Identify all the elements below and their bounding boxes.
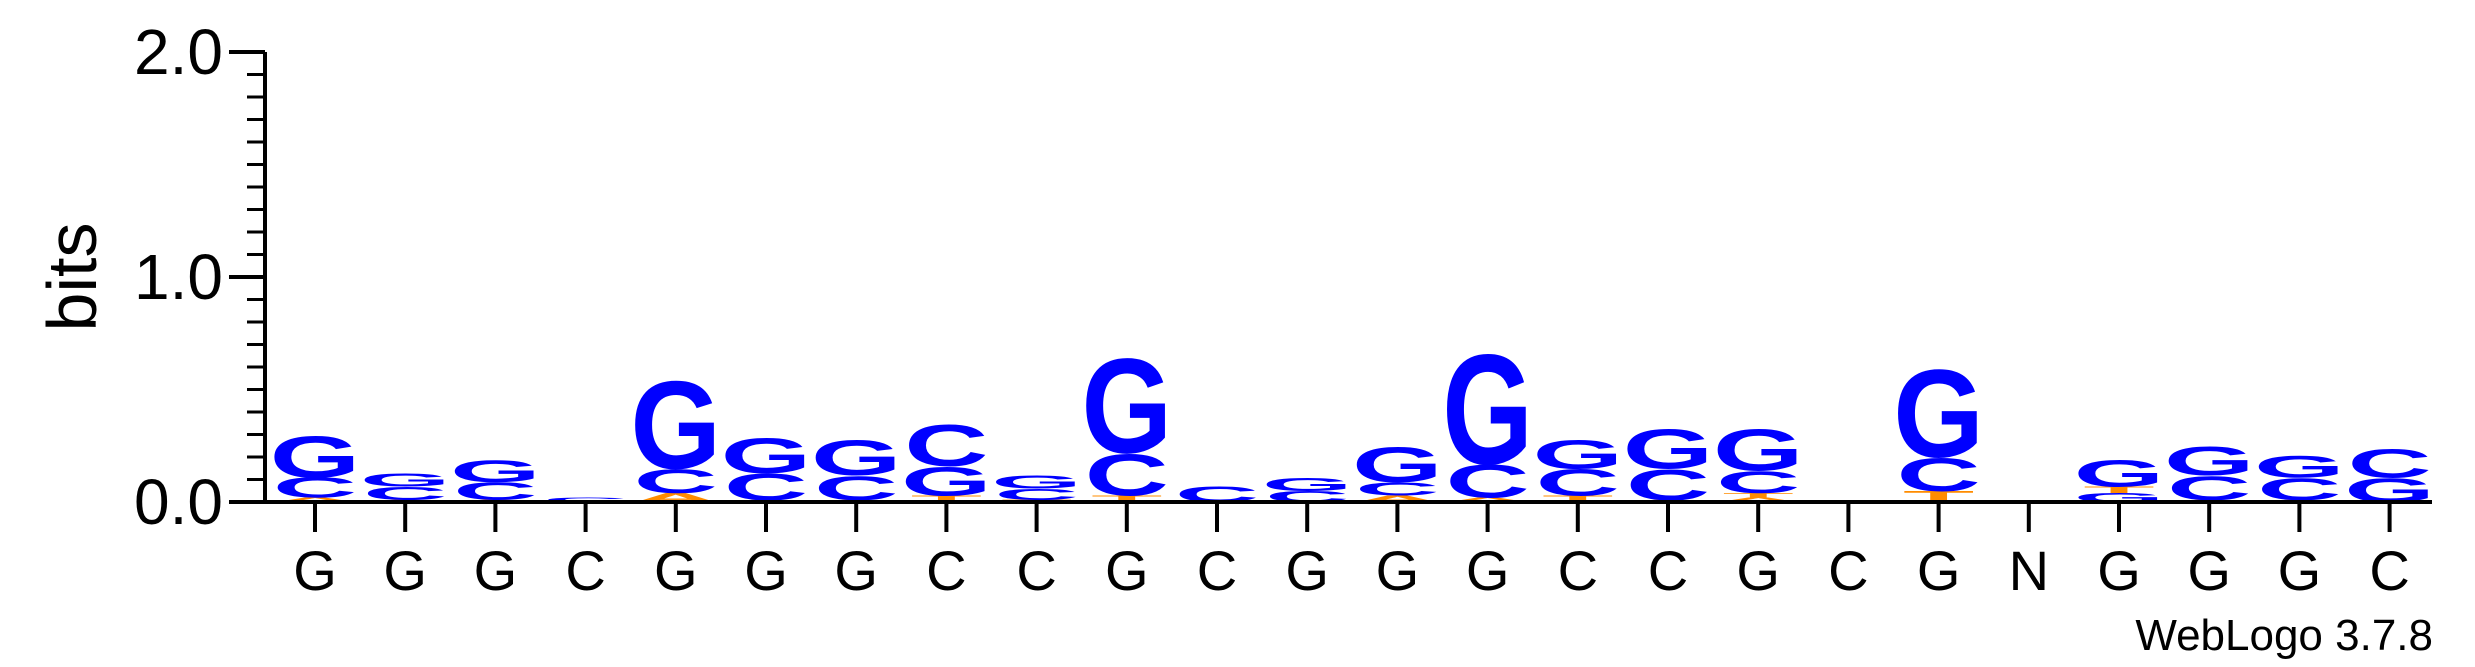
logo-letter-c: C bbox=[904, 412, 988, 479]
logo-letter-t: T bbox=[911, 493, 982, 504]
y-ticks: 0.0 1.0 2.0 bbox=[134, 16, 265, 538]
logo-letter-c: C bbox=[1716, 465, 1800, 500]
logo-letter-g: G bbox=[1352, 437, 1443, 493]
logo-letter-c: C bbox=[1355, 478, 1439, 499]
logo-letter-g: G bbox=[1442, 323, 1533, 498]
x-tick-label: C bbox=[1648, 539, 1688, 602]
logo-letter-c: C bbox=[543, 496, 627, 503]
logo-letter-g: G bbox=[811, 430, 902, 486]
logo-letter-c: C bbox=[1896, 448, 1980, 501]
logo-letter-g: G bbox=[2074, 453, 2165, 495]
x-tick-label: G bbox=[293, 539, 337, 602]
logo-letter-c: C bbox=[1445, 455, 1529, 508]
logo-letter-c: C bbox=[1085, 441, 1169, 508]
x-tick-label: G bbox=[744, 539, 788, 602]
logo-letter-c: C bbox=[994, 486, 1078, 504]
logo-letter-a: A bbox=[273, 496, 357, 503]
logo-letter-g: G bbox=[2164, 438, 2255, 484]
logo-letter-g: G bbox=[1262, 474, 1353, 495]
x-tick-label: G bbox=[1736, 539, 1780, 602]
x-tick-label: G bbox=[1917, 539, 1961, 602]
logo-letter-a: A bbox=[1445, 496, 1529, 503]
logo-letter-g: G bbox=[360, 469, 451, 490]
logo-letter-t: T bbox=[2083, 484, 2154, 495]
logo-letter-g: G bbox=[901, 458, 992, 504]
logo-letter-g: G bbox=[450, 454, 541, 489]
x-tick-label: G bbox=[1376, 539, 1420, 602]
x-tick-label: G bbox=[2097, 539, 2141, 602]
logo-letter-g: G bbox=[1532, 431, 1623, 477]
x-tick-label: G bbox=[834, 539, 878, 602]
y-tick-label: 1.0 bbox=[134, 241, 223, 313]
x-tick-label: C bbox=[926, 539, 966, 602]
letter-stacks: ACGACGACGCACGACGACGTGCTCGTCGCCGACGACGTCG… bbox=[270, 323, 2435, 510]
logo-letter-c: C bbox=[363, 483, 447, 504]
logo-letter-t: T bbox=[1091, 493, 1162, 504]
weblogo-credit: WebLogo 3.7.8 bbox=[2135, 611, 2433, 660]
x-tick-label: G bbox=[1105, 539, 1149, 602]
logo-letter-g: G bbox=[630, 354, 721, 495]
x-tick-label: C bbox=[565, 539, 605, 602]
logo-letter-g: G bbox=[1623, 418, 1714, 481]
logo-letter-t: T bbox=[1723, 492, 1794, 499]
logo-letter-c: C bbox=[634, 462, 718, 501]
x-tick-label: N bbox=[2009, 539, 2049, 602]
logo-letter-c: C bbox=[1536, 462, 1620, 504]
x-tick-label: G bbox=[2187, 539, 2231, 602]
logo-letter-g: G bbox=[2254, 449, 2345, 484]
x-tick-label: G bbox=[1285, 539, 1329, 602]
logo-letter-g: G bbox=[1713, 416, 1804, 483]
logo-letter-c: C bbox=[2347, 440, 2431, 486]
x-tick-label: C bbox=[1558, 539, 1598, 602]
logo-letter-a: A bbox=[1355, 493, 1439, 504]
y-tick-label: 2.0 bbox=[134, 16, 223, 88]
x-tick-label: C bbox=[2369, 539, 2409, 602]
x-tick-label: G bbox=[1466, 539, 1510, 602]
x-tick-label: C bbox=[1016, 539, 1056, 602]
logo-letter-c: C bbox=[273, 472, 357, 504]
x-tick-label: C bbox=[1197, 539, 1237, 602]
y-axis-label: bits bbox=[33, 223, 111, 332]
logo-letter-t: T bbox=[1542, 493, 1613, 504]
logo-letter-g: G bbox=[721, 428, 812, 484]
logo-letter-a: A bbox=[1716, 496, 1800, 503]
x-tick-label: C bbox=[1828, 539, 1868, 602]
y-tick-label: 0.0 bbox=[134, 466, 223, 538]
logo-letter-g: G bbox=[1081, 330, 1172, 481]
x-tick-label: G bbox=[2278, 539, 2322, 602]
x-tick-label: G bbox=[654, 539, 698, 602]
x-tick-label: G bbox=[383, 539, 427, 602]
logo-letter-g: G bbox=[991, 471, 1082, 492]
logo-letter-g: G bbox=[1893, 343, 1984, 484]
logo-letter-g: G bbox=[270, 423, 361, 490]
x-tick-label: G bbox=[474, 539, 518, 602]
